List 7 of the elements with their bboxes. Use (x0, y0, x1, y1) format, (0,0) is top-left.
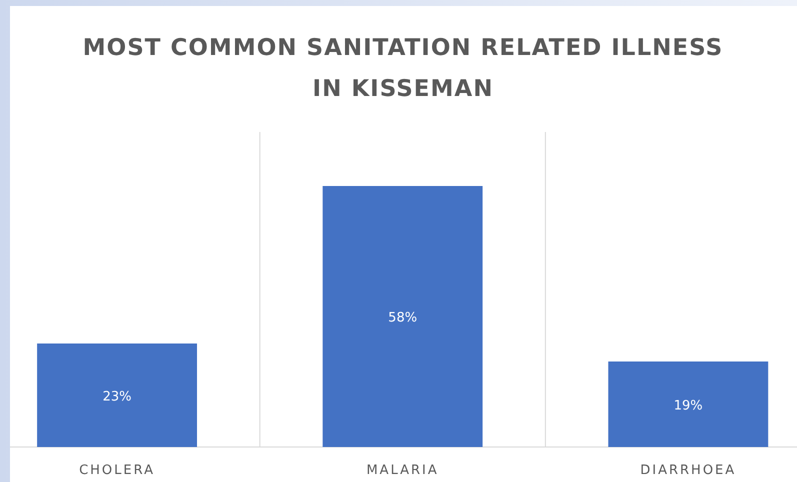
data-label: 58% (388, 310, 418, 326)
x-tick-label: MALARIA (366, 463, 439, 478)
data-label: 23% (102, 389, 132, 404)
x-tick-label: CHOLERA (79, 463, 156, 478)
chart-title: MOST COMMON SANITATION RELATED ILLNESS IN KISSEMAN (82, 35, 724, 102)
data-label: 19% (674, 398, 703, 414)
x-tick-label: DIARRHOEA (640, 463, 736, 478)
